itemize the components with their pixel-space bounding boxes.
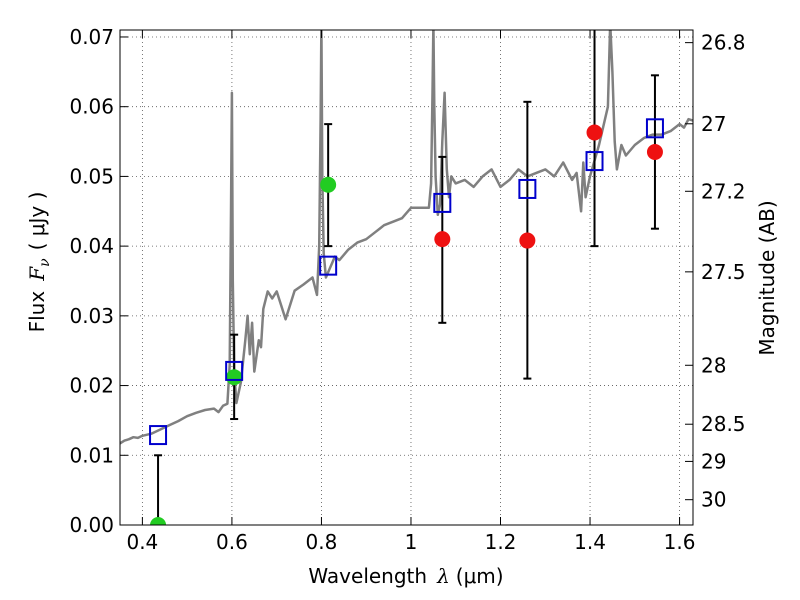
- x-tick-label: 1: [405, 530, 418, 554]
- y2-tick-label: 27.5: [701, 260, 746, 284]
- red-detections-point: [586, 124, 603, 141]
- model-bandpass-fluxes-point: [225, 360, 244, 381]
- x-tick-label: 1.2: [485, 530, 517, 554]
- grid: [120, 30, 693, 526]
- y2-tick-label: 28: [701, 353, 726, 377]
- y2-tick-label: 27.2: [701, 179, 746, 203]
- axis-ticks: 0.4 0.6 0.8 1 1.2 1.4 1.6 0.00 0.01 0.02 0.03 0.04 0…: [69, 25, 745, 554]
- y2-tick-label: 30: [701, 488, 726, 512]
- model-bandpass-fluxes-point: [645, 118, 664, 139]
- model-bandpass-fluxes-point: [319, 255, 338, 276]
- model-bandpass-fluxes-point: [518, 178, 537, 199]
- green-detections-point: [226, 369, 243, 386]
- x-tick-label: 1.6: [664, 530, 696, 554]
- plot-frame: [119, 29, 694, 526]
- y-tick-label: 0.00: [69, 513, 114, 537]
- x-tick-label: 0.6: [216, 530, 248, 554]
- green-detections-point: [150, 517, 167, 525]
- template-spectrum-line: [120, 30, 693, 445]
- x-axis-label: Wavelength λ (μm): [308, 564, 503, 588]
- red-detections-point: [519, 232, 536, 249]
- y2-tick-label: 28.5: [701, 412, 746, 436]
- y2-tick-label: 27: [701, 112, 726, 136]
- model-bandpass-fluxes-point: [433, 192, 452, 213]
- y-tick-label: 0.03: [69, 304, 114, 328]
- y2-axis-label: Magnitude (AB): [755, 200, 779, 355]
- y-tick-label: 0.06: [69, 95, 114, 119]
- x-tick-label: 0.8: [306, 530, 338, 554]
- plot-area: [120, 30, 693, 525]
- red-detections-point: [646, 144, 663, 161]
- green-detections-point: [320, 176, 337, 193]
- y-tick-label: 0.05: [69, 164, 114, 188]
- y-tick-label: 0.01: [69, 443, 114, 467]
- x-tick-label: 1.4: [574, 530, 606, 554]
- x-tick-label: 0.4: [126, 530, 158, 554]
- model-bandpass-fluxes-point: [149, 425, 168, 446]
- y-tick-label: 0.02: [69, 374, 114, 398]
- y-axis-label: FluxFν( μJy ): [25, 192, 53, 333]
- y-tick-label: 0.07: [69, 25, 114, 49]
- red-detections-point: [434, 231, 451, 248]
- y2-tick-label: 29: [701, 449, 726, 473]
- model-bandpass-fluxes-point: [585, 151, 604, 172]
- y2-tick-label: 26.8: [701, 31, 746, 55]
- y-tick-label: 0.04: [69, 234, 114, 258]
